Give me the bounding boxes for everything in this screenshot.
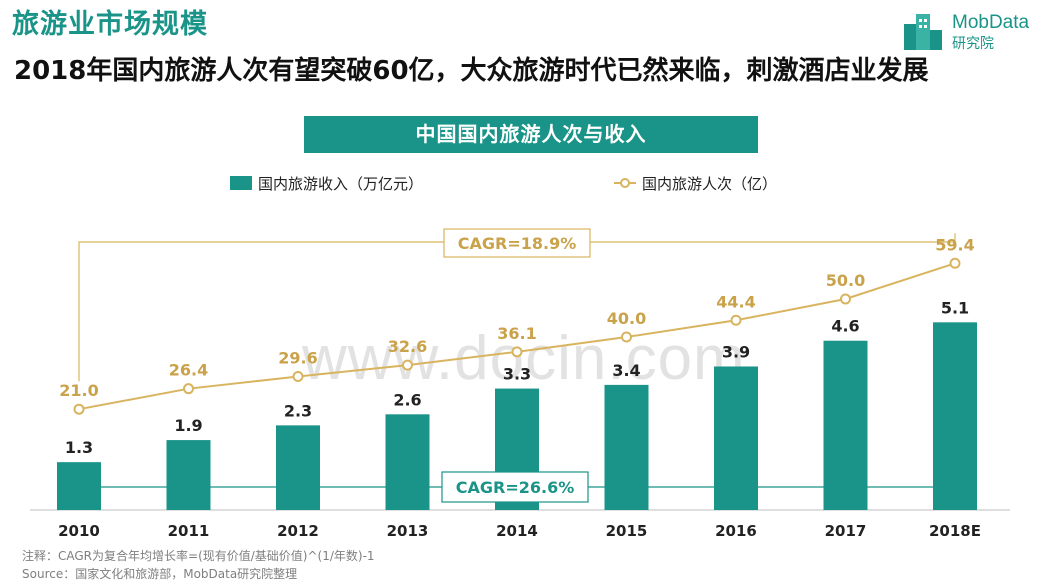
line-value-label: 50.0 (826, 271, 865, 290)
bar-2015 (604, 384, 649, 510)
line-value-label: 21.0 (59, 381, 98, 400)
bar-2011 (166, 440, 211, 510)
bar-value-label: 4.6 (831, 317, 859, 336)
line-value-label: 32.6 (388, 337, 427, 356)
bar-value-label: 3.3 (503, 365, 531, 384)
section-title: 旅游业市场规模 (12, 9, 208, 40)
footnote-note: 注释：CAGR为复合年均增长率=(现有价值/基础价值)^(1/年数)-1 (22, 549, 375, 563)
line-point-2013 (402, 359, 413, 371)
legend-bar-swatch (230, 176, 252, 190)
line-point-2010 (73, 403, 85, 415)
x-tick-label: 2010 (58, 522, 100, 540)
bar-2010 (57, 462, 101, 510)
x-tick-label: 2012 (277, 522, 319, 540)
x-tick-label: 2014 (496, 522, 538, 540)
bar-value-label: 1.3 (65, 438, 93, 457)
bar-2013 (385, 414, 430, 510)
headline: 2018年国内旅游人次有望突破60亿，大众旅游时代已然来临，刺激酒店业发展 (14, 56, 929, 86)
bar-2017 (823, 340, 868, 510)
bar-2012 (276, 425, 320, 510)
line-value-label: 44.4 (716, 292, 755, 311)
bar-value-label: 1.9 (174, 416, 202, 435)
line-cagr-label: CAGR=18.9% (458, 234, 577, 253)
footnote-source: Source：国家文化和旅游部，MobData研究院整理 (22, 567, 298, 581)
mobdata-logo: MobData 研究院 (902, 10, 1042, 52)
line-point-2012 (292, 371, 304, 383)
line-value-label: 40.0 (607, 309, 646, 328)
chart-title: 中国国内旅游人次与收入 (304, 116, 758, 153)
line-point-2014 (511, 346, 523, 358)
bar-value-label: 2.6 (393, 390, 421, 409)
bar-value-label: 3.9 (722, 342, 750, 361)
bar-value-label: 5.1 (941, 298, 969, 317)
line-point-2011 (183, 383, 194, 395)
x-tick-label: 2016 (715, 522, 757, 540)
x-tick-label: 2013 (387, 522, 429, 540)
legend-line-label: 国内旅游人次（亿） (642, 175, 777, 193)
bar-2016 (714, 366, 758, 510)
watermark: www.docin.com (302, 324, 746, 393)
x-tick-label: 2015 (606, 522, 648, 540)
bar-cagr-box (441, 471, 589, 503)
line-value-label: 59.4 (935, 235, 974, 254)
line-point-2016 (730, 314, 742, 326)
x-tick-label: 2018E (929, 522, 981, 540)
legend-bar-label: 国内旅游收入（万亿元） (258, 175, 423, 193)
line-value-label: 26.4 (169, 361, 208, 380)
line-value-label: 36.1 (497, 324, 536, 343)
logo-sub: 研究院 (952, 36, 994, 52)
line-point-2018E (949, 257, 961, 269)
logo-brand: MobData (952, 12, 1030, 33)
bar-cagr-label: CAGR=26.6% (456, 478, 575, 497)
bar-value-label: 2.3 (284, 401, 312, 420)
legend-line-marker (620, 178, 630, 188)
building-logo-icon (904, 14, 942, 50)
line-point-2015 (621, 331, 632, 343)
line-cagr-box (443, 228, 591, 258)
line-value-label: 29.6 (278, 349, 317, 368)
x-tick-label: 2011 (168, 522, 210, 540)
bar-value-label: 3.4 (612, 361, 640, 380)
line-point-2017 (840, 293, 851, 305)
bar-2018E (933, 322, 977, 510)
x-tick-label: 2017 (825, 522, 867, 540)
